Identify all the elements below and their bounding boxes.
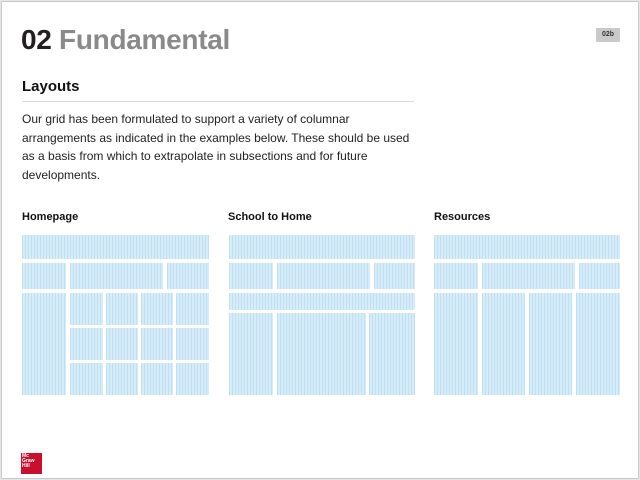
mcgraw-hill-logo: Mc Graw Hill	[21, 453, 42, 474]
grid-block	[229, 293, 415, 310]
grid-block	[374, 263, 415, 289]
grid-block	[22, 235, 209, 259]
grid-block	[141, 328, 173, 360]
grid-block	[70, 263, 163, 289]
grid-block	[70, 328, 103, 360]
page-title-word: Fundamental	[59, 24, 230, 55]
grid-block	[434, 235, 620, 259]
grid-block	[482, 263, 575, 289]
grid-block	[176, 293, 209, 325]
grid-block	[70, 293, 103, 325]
grid-block	[106, 328, 138, 360]
grid-block	[229, 235, 415, 259]
grid-block	[141, 293, 173, 325]
grid-block	[579, 263, 620, 289]
grid-block	[576, 293, 620, 395]
grid-block	[529, 293, 572, 395]
page-title: 02 Fundamental	[21, 20, 230, 60]
grid-block	[22, 263, 66, 289]
grid-block	[70, 363, 103, 395]
section-divider	[22, 101, 414, 102]
section-intro-text: Our grid has been formulated to support …	[22, 112, 410, 182]
layout-diagram-resources	[434, 235, 621, 395]
layout-label-school-to-home: School to Home	[228, 211, 312, 223]
grid-block	[369, 313, 415, 395]
grid-block	[106, 293, 138, 325]
logo-line: Hill	[22, 463, 30, 469]
grid-block	[176, 328, 209, 360]
grid-block	[229, 263, 273, 289]
grid-block	[277, 263, 370, 289]
logo-line: Graw	[22, 458, 35, 464]
grid-block	[106, 363, 138, 395]
grid-block	[482, 293, 525, 395]
grid-block	[141, 363, 173, 395]
grid-block	[434, 293, 478, 395]
page-title-number: 02	[21, 24, 52, 55]
grid-block	[277, 313, 366, 395]
grid-block	[167, 263, 209, 289]
page-number-badge: 02b	[596, 28, 620, 42]
layout-label-resources: Resources	[434, 211, 491, 223]
grid-block	[434, 263, 478, 289]
grid-block	[22, 293, 66, 395]
grid-block	[176, 363, 209, 395]
section-heading: Layouts	[22, 78, 80, 95]
layout-diagram-homepage	[22, 235, 209, 395]
logo-line: Mc	[22, 453, 29, 459]
layout-diagram-school-to-home	[229, 235, 416, 395]
layout-label-homepage: Homepage	[22, 211, 79, 223]
grid-block	[229, 313, 273, 395]
